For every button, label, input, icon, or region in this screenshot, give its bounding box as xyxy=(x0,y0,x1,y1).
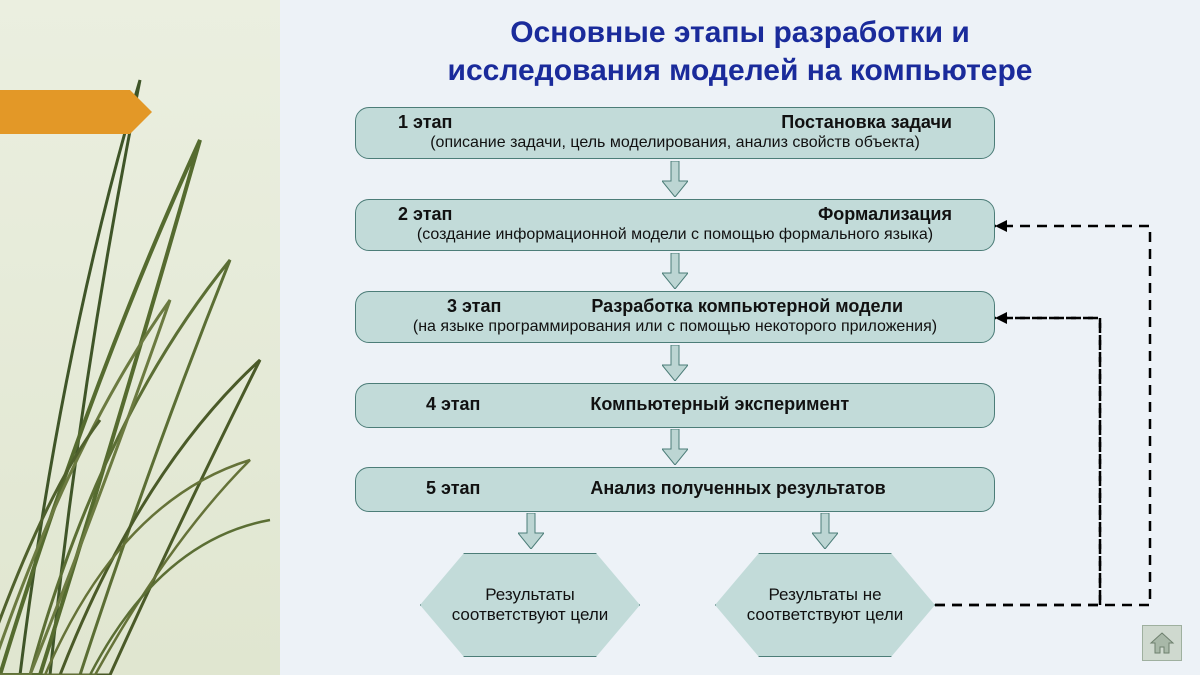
decision-left-text: Результаты соответствуют цели xyxy=(451,585,609,626)
stage-1: 1 этап Постановка задачи (описание задач… xyxy=(355,107,995,159)
stage-3-name: Разработка компьютерной модели xyxy=(591,296,903,317)
decision-right: Результаты не соответствуют цели xyxy=(715,553,935,657)
stage-2: 2 этап Формализация (создание информацио… xyxy=(355,199,995,251)
stage-2-desc: (создание информационной модели с помощь… xyxy=(366,226,984,244)
stage-3-desc: (на языке программирования или с помощью… xyxy=(366,318,984,336)
arrow-1-2 xyxy=(662,161,688,197)
arrow-4-5 xyxy=(662,429,688,465)
stage-4: 4 этап Компьютерный эксперимент xyxy=(355,383,995,428)
stage-2-num: 2 этап xyxy=(398,204,452,225)
bookmark-accent xyxy=(0,90,130,134)
stage-5-num: 5 этап xyxy=(426,478,480,499)
decision-right-text: Результаты не соответствуют цели xyxy=(746,585,904,626)
title-line-1: Основные этапы разработки и xyxy=(510,16,970,49)
arrow-3-4 xyxy=(662,345,688,381)
stage-1-desc: (описание задачи, цель моделирования, ан… xyxy=(366,134,984,152)
stage-3-num: 3 этап xyxy=(447,296,501,317)
arrow-5-left xyxy=(518,513,544,549)
stage-5: 5 этап Анализ полученных результатов xyxy=(355,467,995,512)
stage-3: 3 этап Разработка компьютерной модели (н… xyxy=(355,291,995,343)
stage-4-num: 4 этап xyxy=(426,394,480,415)
content-area: Основные этапы разработки и исследования… xyxy=(280,0,1200,675)
home-button[interactable] xyxy=(1142,625,1182,661)
decision-left: Результаты соответствуют цели xyxy=(420,553,640,657)
home-icon xyxy=(1149,631,1175,655)
flowchart: 1 этап Постановка задачи (описание задач… xyxy=(280,99,1200,675)
stage-4-name: Компьютерный эксперимент xyxy=(590,394,849,415)
arrow-5-right xyxy=(812,513,838,549)
stage-1-num: 1 этап xyxy=(398,112,452,133)
title-line-2: исследования моделей на компьютере xyxy=(448,54,1033,87)
arrow-2-3 xyxy=(662,253,688,289)
stage-1-name: Постановка задачи xyxy=(781,112,952,133)
stage-5-name: Анализ полученных результатов xyxy=(590,478,885,499)
stage-2-name: Формализация xyxy=(818,204,952,225)
page-title: Основные этапы разработки и исследования… xyxy=(280,0,1200,97)
